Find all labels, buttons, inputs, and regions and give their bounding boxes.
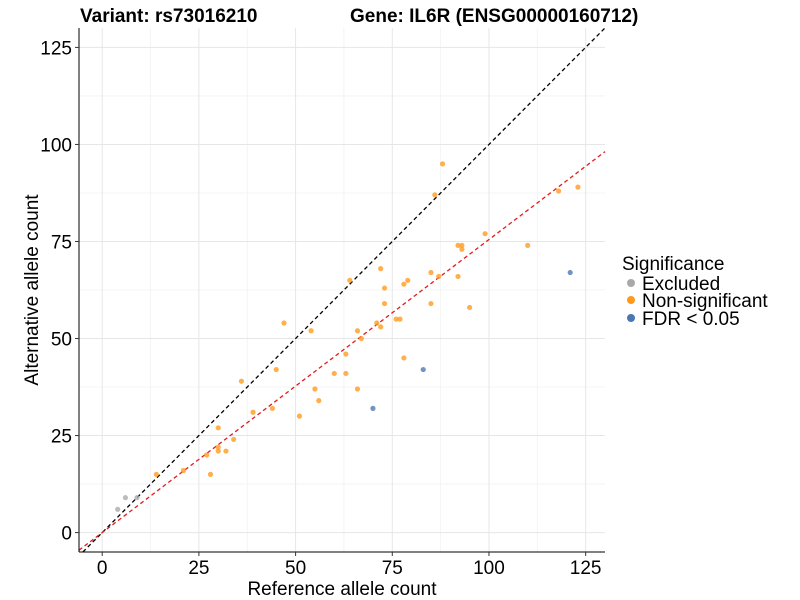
- data-point-excluded: [134, 495, 140, 501]
- data-point-non-significant: [428, 269, 434, 276]
- data-point-non-significant: [231, 436, 237, 443]
- data-point-non-significant: [439, 161, 446, 167]
- reference-lines: [78, 27, 606, 553]
- data-point-non-significant: [455, 242, 461, 248]
- legend-label-non-significant: Non-significant: [642, 291, 768, 312]
- data-point-non-significant: [312, 386, 318, 392]
- data-point-non-significant: [281, 320, 287, 326]
- x-axis-title: Reference allele count: [247, 579, 437, 600]
- data-point-fdr-0-05: [420, 366, 426, 373]
- x-tick-label: 25: [188, 558, 209, 579]
- data-point-non-significant: [273, 366, 279, 373]
- data-point-non-significant: [331, 370, 337, 377]
- data-point-non-significant: [316, 398, 322, 404]
- legend-label-excluded: Excluded: [642, 274, 720, 295]
- data-point-non-significant: [207, 471, 214, 477]
- data-point-non-significant: [378, 324, 384, 330]
- regression-line: [78, 151, 606, 551]
- data-point-non-significant: [381, 300, 388, 307]
- legend: Significance Excluded Non-significant FD…: [622, 254, 768, 330]
- legend-swatch-excluded: [627, 279, 635, 287]
- chart-title-variant: Variant: rs73016210: [80, 6, 257, 27]
- y-tick-label: 125: [40, 38, 72, 59]
- grid: [79, 28, 605, 552]
- data-point-non-significant: [347, 277, 353, 283]
- axis-ticks: 0 25 50 75 100 125 0 25 50 75 100 125: [40, 38, 601, 579]
- data-point-non-significant: [482, 231, 488, 237]
- data-point-non-significant: [223, 448, 229, 454]
- data-point-excluded: [122, 495, 129, 501]
- legend-swatch-non-significant: [627, 296, 635, 304]
- data-point-non-significant: [180, 467, 187, 474]
- chart-title-gene: Gene: IL6R (ENSG00000160712): [350, 6, 638, 27]
- data-point-non-significant: [343, 351, 349, 357]
- data-point-non-significant: [354, 328, 361, 334]
- data-point-non-significant: [308, 328, 314, 334]
- data-point-non-significant: [215, 448, 221, 454]
- data-point-non-significant: [204, 452, 210, 458]
- data-point-non-significant: [432, 192, 438, 198]
- identity-line: [82, 27, 606, 553]
- y-axis-title: Alternative allele count: [22, 194, 43, 386]
- data-point-non-significant: [381, 285, 388, 291]
- data-point-non-significant: [153, 471, 159, 477]
- y-tick-label: 50: [51, 330, 72, 351]
- data-point-non-significant: [459, 242, 465, 248]
- data-point-excluded: [115, 506, 121, 512]
- data-point-non-significant: [358, 335, 364, 342]
- y-tick-label: 75: [51, 232, 72, 253]
- x-tick-label: 50: [285, 558, 306, 579]
- data-points: [115, 161, 581, 512]
- data-point-non-significant: [215, 425, 221, 431]
- y-tick-label: 0: [61, 524, 72, 545]
- x-tick-label: 0: [97, 558, 108, 579]
- legend-label-fdr: FDR < 0.05: [642, 309, 740, 330]
- axes: [78, 28, 605, 553]
- legend-title: Significance: [622, 254, 724, 275]
- data-point-non-significant: [455, 273, 461, 280]
- data-point-non-significant: [397, 316, 403, 322]
- data-point-non-significant: [296, 413, 303, 419]
- data-point-non-significant: [269, 405, 275, 411]
- data-point-non-significant: [575, 184, 581, 190]
- data-point-non-significant: [374, 320, 380, 326]
- data-point-non-significant: [343, 370, 349, 377]
- y-tick-label: 100: [40, 135, 72, 156]
- x-tick-label: 100: [473, 558, 505, 579]
- data-point-non-significant: [393, 316, 399, 322]
- data-point-non-significant: [459, 246, 465, 252]
- legend-swatch-fdr: [627, 314, 635, 322]
- data-point-non-significant: [354, 386, 361, 392]
- data-point-non-significant: [401, 281, 407, 287]
- data-point-fdr-0-05: [567, 269, 573, 276]
- data-point-fdr-0-05: [370, 405, 376, 411]
- data-point-non-significant: [555, 188, 562, 194]
- data-point-non-significant: [436, 273, 442, 280]
- data-point-non-significant: [238, 378, 245, 384]
- x-tick-label: 75: [382, 558, 403, 579]
- data-point-non-significant: [428, 300, 434, 307]
- data-point-non-significant: [405, 277, 411, 283]
- data-point-non-significant: [401, 355, 407, 361]
- x-tick-label: 125: [570, 558, 602, 579]
- data-point-non-significant: [250, 409, 256, 415]
- data-point-non-significant: [378, 266, 384, 272]
- data-point-non-significant: [467, 304, 473, 311]
- data-point-non-significant: [215, 444, 221, 450]
- y-tick-label: 25: [51, 427, 72, 448]
- data-point-non-significant: [525, 242, 531, 248]
